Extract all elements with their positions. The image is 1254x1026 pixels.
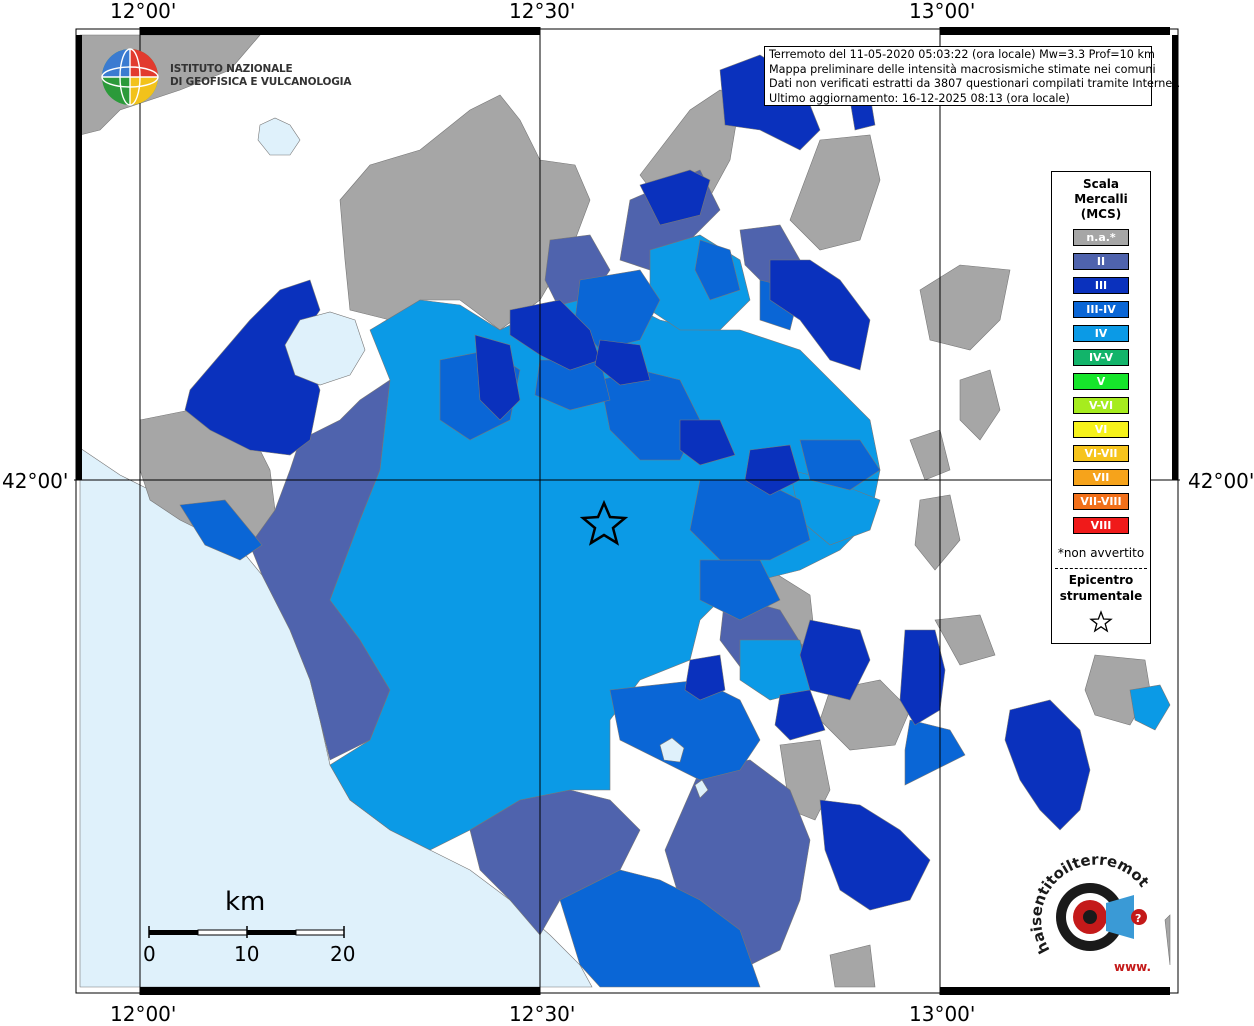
event-info-line2: Mappa preliminare delle intensità macros… bbox=[769, 62, 1156, 76]
legend-item: VIII bbox=[1073, 517, 1129, 534]
map-frame bbox=[75, 27, 1179, 995]
svg-text:?: ? bbox=[1135, 912, 1141, 925]
legend-epicenter-line1: Epicentro bbox=[1068, 573, 1134, 587]
legend-title-line2: Mercalli bbox=[1074, 192, 1128, 206]
legend-item: II bbox=[1073, 253, 1129, 270]
region-iii-iv bbox=[179, 239, 966, 988]
lon-label-top-1: 12°00' bbox=[110, 0, 177, 23]
legend-title-line3: (MCS) bbox=[1080, 207, 1122, 221]
legend-epicenter-line2: strumentale bbox=[1059, 589, 1143, 603]
event-info-line3: Dati non verificati estratti da 3807 que… bbox=[769, 77, 1181, 91]
lon-label-bottom-2: 12°30' bbox=[509, 1002, 576, 1026]
legend-item: V bbox=[1073, 373, 1129, 390]
lat-label-right: 42°00' bbox=[1188, 469, 1254, 493]
legend-note: *non avvertito bbox=[1057, 546, 1145, 560]
ingv-name-line2: DI GEOFISICA E VULCANOLOGIA bbox=[170, 76, 352, 88]
lon-label-bottom-3: 13°00' bbox=[909, 1002, 976, 1026]
legend-item: VII bbox=[1073, 469, 1129, 486]
graticule bbox=[74, 27, 1180, 995]
legend-item: VI bbox=[1073, 421, 1129, 438]
scale-label-0: 0 bbox=[143, 942, 156, 966]
ingv-globe-icon bbox=[101, 48, 159, 106]
legend-title-line1: Scala bbox=[1082, 177, 1120, 191]
lon-label-bottom-1: 12°00' bbox=[110, 1002, 177, 1026]
intensity-legend: Scala Mercalli (MCS) n.a.* II III III-IV IV I… bbox=[1051, 171, 1151, 644]
ingv-name-line1: ISTITUTO NAZIONALE bbox=[170, 63, 293, 75]
lon-label-top-3: 13°00' bbox=[909, 0, 976, 23]
legend-item: III-IV bbox=[1073, 301, 1129, 318]
haisentito-logo-icon: ? haisentitoilterremoto.it www. bbox=[1028, 855, 1153, 974]
legend-item: n.a.* bbox=[1073, 229, 1129, 246]
legend-item: IV-V bbox=[1073, 349, 1129, 366]
scale-unit: km bbox=[225, 887, 266, 917]
legend-epicenter-label: Epicentro strumentale bbox=[1052, 572, 1150, 604]
ingv-name: ISTITUTO NAZIONALE DI GEOFISICA E VULCAN… bbox=[170, 63, 351, 89]
legend-separator bbox=[1055, 568, 1147, 569]
epicenter-star-icon bbox=[579, 499, 629, 546]
legend-title: Scala Mercalli (MCS) bbox=[1052, 177, 1150, 222]
haisentito-www: www. bbox=[1114, 960, 1151, 974]
legend-item: III bbox=[1073, 277, 1129, 294]
lakes bbox=[257, 117, 709, 799]
event-info-line4: Ultimo aggiornamento: 16-12-2025 08:13 (… bbox=[769, 91, 1070, 105]
legend-item: VII-VIII bbox=[1073, 493, 1129, 510]
scale-label-10: 10 bbox=[234, 942, 260, 966]
scale-bar bbox=[148, 926, 345, 938]
region-iii bbox=[184, 54, 1091, 911]
legend-star-icon bbox=[1089, 610, 1113, 633]
legend-item: VI-VII bbox=[1073, 445, 1129, 462]
event-info-box: Terremoto del 11-05-2020 05:03:22 (ora l… bbox=[764, 46, 1181, 106]
lat-label-left: 42°00' bbox=[2, 469, 69, 493]
scale-label-20: 20 bbox=[330, 942, 356, 966]
legend-item: V-VI bbox=[1073, 397, 1129, 414]
event-info-line1: Terremoto del 11-05-2020 05:03:22 (ora l… bbox=[769, 48, 1155, 61]
lon-label-top-2: 12°30' bbox=[509, 0, 576, 23]
legend-item: IV bbox=[1073, 325, 1129, 342]
